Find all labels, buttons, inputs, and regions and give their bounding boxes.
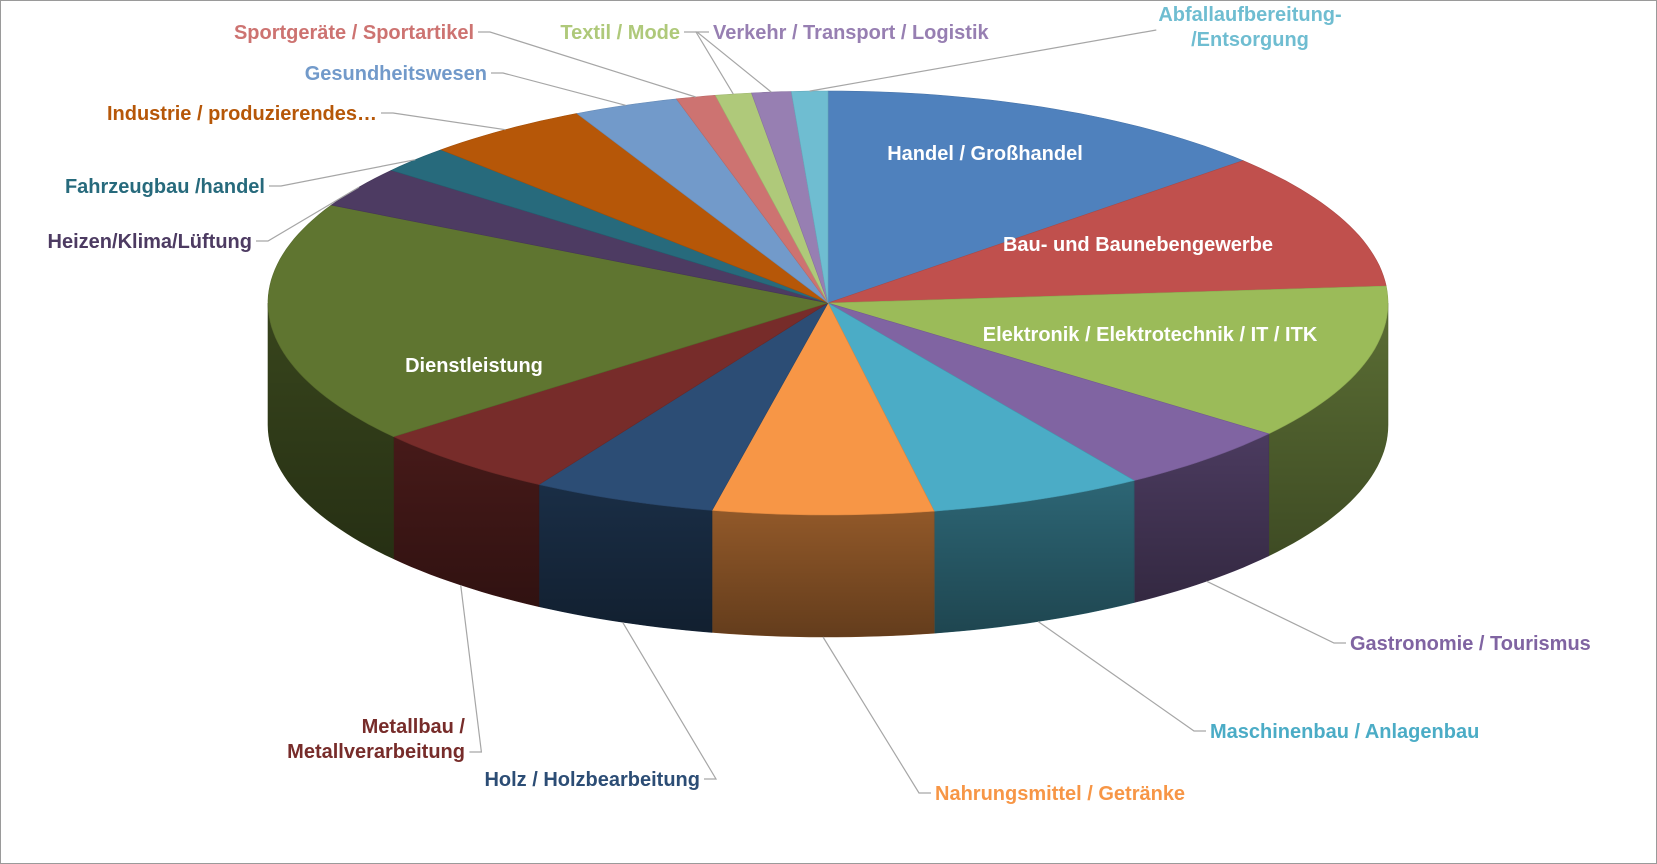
pie-slice-maschinenbau-anlagenbau [827, 302, 1135, 512]
label-fahrzeugbau-handel: Fahrzeugbau /handel [65, 176, 265, 198]
leader-line-metallbau-metallverarbeitung [460, 584, 483, 753]
leader-line-fahrzeugbau-handel [269, 159, 416, 187]
label-gesundheitswesen: Gesundheitswesen [305, 63, 487, 85]
leader-line-sportgerate-sportartikel [478, 31, 696, 98]
pie-slice-bau-und-baunebengewerbe [827, 160, 1387, 304]
pie-side-nahrungsmittel-getranke [711, 510, 935, 638]
label-heizen-klima-luftung: Heizen/Klima/Lüftung [48, 231, 252, 253]
leader-line-nahrungsmittel-getranke [822, 636, 931, 794]
leader-line-holz-holzbearbeitung [622, 621, 718, 780]
label-metallbau-metallverarbeitung: Metallbau / Metallverarbeitung [287, 716, 465, 763]
pie-side-metallbau-metallverarbeitung [393, 436, 540, 607]
pie-slice-handel-grosshandel [827, 90, 1244, 304]
pie-side-gastronomie-tourismus [1133, 433, 1270, 603]
leader-line-maschinenbau-anlagenbau [1037, 621, 1206, 732]
pie-side-holz-holzbearbeitung [538, 484, 713, 633]
label-verkehr-transport-logistik: Verkehr / Transport / Logistik [713, 22, 990, 44]
leader-line-abfallaufbereitung-entsorgung [809, 29, 1157, 92]
pie-slice-metallbau-metallverarbeitung [392, 302, 829, 485]
pie-slice-elektronik-elektrotechnik-it-itk [827, 285, 1389, 435]
label-textil-mode: Textil / Mode [560, 22, 680, 44]
leader-line-gastronomie-tourismus [1206, 580, 1346, 644]
leader-line-industrie-produzierendes [381, 112, 506, 131]
label-nahrungsmittel-getranke: Nahrungsmittel / Getränke [935, 783, 1185, 805]
label-handel-grosshandel: Handel / Großhandel [887, 143, 1083, 165]
label-maschinenbau-anlagenbau: Maschinenbau / Anlagenbau [1210, 721, 1479, 743]
pie-slice-dienstleistung [267, 204, 829, 438]
leader-line-textil-mode [684, 31, 734, 95]
pie-slice-nahrungsmittel-getranke [711, 302, 935, 516]
label-sportgerate-sportartikel: Sportgeräte / Sportartikel [234, 22, 474, 44]
label-elektronik-elektrotechnik-it-itk: Elektronik / Elektrotechnik / IT / ITK [983, 324, 1318, 346]
leader-line-verkehr-transport-logistik [695, 31, 772, 93]
label-bau-und-baunebengewerbe: Bau- und Baunebengewerbe [1003, 234, 1273, 256]
pie-side-maschinenbau-anlagenbau [933, 480, 1135, 634]
label-dienstleistung: Dienstleistung [405, 355, 543, 377]
leader-line-heizen-klima-luftung [256, 186, 360, 242]
label-industrie-produzierendes: Industrie / produzierendes… [107, 103, 377, 125]
label-holz-holzbearbeitung: Holz / Holzbearbeitung [484, 769, 700, 791]
leader-line-gesundheitswesen [491, 72, 626, 106]
pie-slice-gastronomie-tourismus [827, 302, 1270, 481]
label-abfallaufbereitung-entsorgung: Abfallaufbereitung-/Entsorgung [1158, 4, 1341, 51]
pie-slice-holz-holzbearbeitung [538, 302, 829, 511]
label-gastronomie-tourismus: Gastronomie / Tourismus [1350, 633, 1591, 655]
